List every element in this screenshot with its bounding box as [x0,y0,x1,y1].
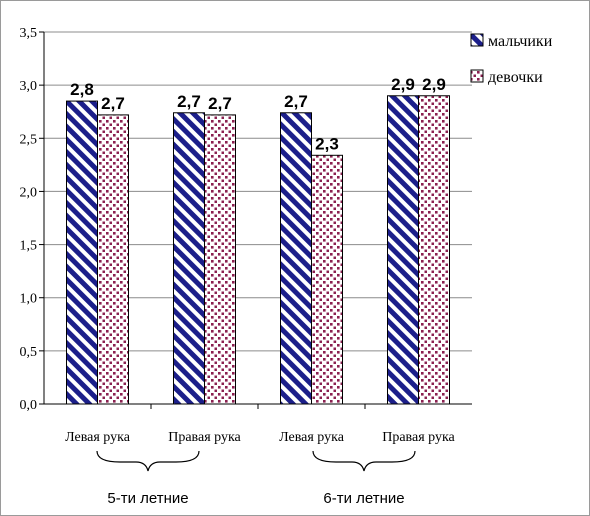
y-tick-label: 0,0 [20,398,38,413]
data-label: 2,7 [208,94,232,113]
bar-girls [418,95,450,405]
bars [66,95,450,405]
group-bracket-6 [312,450,416,472]
data-label: 2,7 [284,92,308,111]
category-label: Правая рука [168,430,241,445]
y-tick-label: 1,0 [20,292,38,307]
bar-girls [204,114,236,405]
y-tick-label: 2,5 [20,132,38,147]
y-tick-label: 3,0 [20,79,38,94]
category-labels: Левая рука Правая рука Левая рука Правая ру… [65,404,456,445]
legend-label-boys: мальчики [488,33,553,50]
legend-swatch-boys [470,33,484,47]
y-tick-label: 3,5 [20,26,38,41]
data-label: 2,8 [70,80,94,99]
bar-girls [311,154,343,405]
group-brackets: 5-ти летние 6-ти летние [96,450,416,507]
bar-girls [97,114,129,405]
data-label: 2,3 [315,134,339,153]
bar-boys [280,112,312,405]
group-bracket-5 [96,450,200,472]
category-label: Левая рука [279,430,345,445]
y-tick-label: 1,5 [20,239,38,254]
legend-swatch-girls [470,69,484,83]
y-axis-ticks: 0,0 0,5 1,0 1,5 2,0 2,5 3,0 3,5 [20,26,44,413]
group-label-5: 5-ти летние [107,490,188,507]
group-label-6: 6-ти летние [323,490,404,507]
data-label: 2,9 [422,75,446,94]
bar-boys [387,95,419,405]
bar-boys [173,112,205,405]
y-tick-label: 0,5 [20,345,38,360]
category-label: Левая рука [65,430,131,445]
data-label: 2,9 [391,75,415,94]
data-labels: 2,8 2,7 2,7 2,7 2,7 2,3 2,9 2,9 [70,75,446,154]
category-label: Правая рука [382,430,455,445]
bar-boys [66,100,98,405]
data-label: 2,7 [101,94,125,113]
legend-label-girls: девочки [488,69,543,86]
y-tick-label: 2,0 [20,185,38,200]
data-label: 2,7 [177,92,201,111]
legend: мальчики девочки [470,33,553,86]
